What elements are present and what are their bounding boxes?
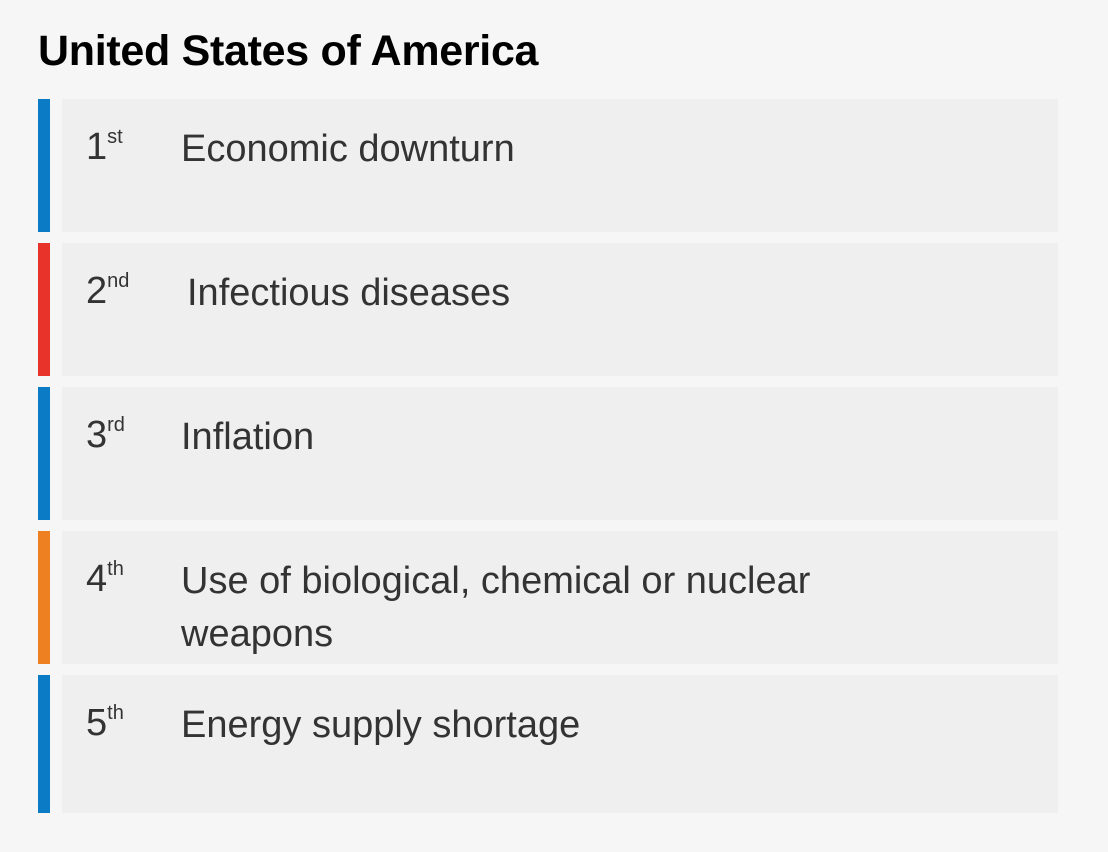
risk-rank: 3rd xyxy=(86,413,125,457)
rank-number: 5 xyxy=(86,702,108,744)
risk-label: Inflation xyxy=(181,416,315,458)
risk-color-bar xyxy=(38,531,50,664)
risk-item: 1st Economic downturn xyxy=(38,99,1058,232)
rank-number: 2 xyxy=(86,270,108,312)
risk-label: Economic downturn xyxy=(181,128,515,170)
risk-rank: 1st xyxy=(86,125,123,169)
risk-item: 3rd Inflation xyxy=(38,387,1058,520)
rank-suffix: nd xyxy=(107,270,130,292)
risk-card: 1st Economic downturn xyxy=(62,99,1058,232)
risk-rank: 2nd xyxy=(86,269,129,313)
risk-rank: 5th xyxy=(86,701,124,745)
rank-suffix: th xyxy=(107,702,124,724)
risk-color-bar xyxy=(38,387,50,520)
rank-number: 1 xyxy=(86,126,108,168)
risk-card: 5th Energy supply shortage xyxy=(62,675,1058,813)
risk-card: 3rd Inflation xyxy=(62,387,1058,520)
page-title: United States of America xyxy=(38,27,539,75)
risk-list: 1st Economic downturn 2nd Infectious dis… xyxy=(38,99,1058,813)
risk-card: 4th Use of biological, chemical or nucle… xyxy=(62,531,1058,664)
risk-color-bar xyxy=(38,243,50,376)
risk-label: Energy supply shortage xyxy=(181,704,581,746)
rank-number: 4 xyxy=(86,558,108,600)
risk-item: 4th Use of biological, chemical or nucle… xyxy=(38,531,1058,664)
risk-card: 2nd Infectious diseases xyxy=(62,243,1058,376)
rank-suffix: th xyxy=(107,558,124,580)
rank-suffix: st xyxy=(107,126,123,148)
rank-number: 3 xyxy=(86,414,108,456)
risk-label: Use of biological, chemical or nuclear w… xyxy=(181,560,811,655)
risk-item: 5th Energy supply shortage xyxy=(38,675,1058,813)
risk-color-bar xyxy=(38,675,50,813)
rank-suffix: rd xyxy=(107,414,125,436)
risk-rank: 4th xyxy=(86,557,124,601)
risk-label: Infectious diseases xyxy=(187,272,511,314)
risk-color-bar xyxy=(38,99,50,232)
risk-item: 2nd Infectious diseases xyxy=(38,243,1058,376)
